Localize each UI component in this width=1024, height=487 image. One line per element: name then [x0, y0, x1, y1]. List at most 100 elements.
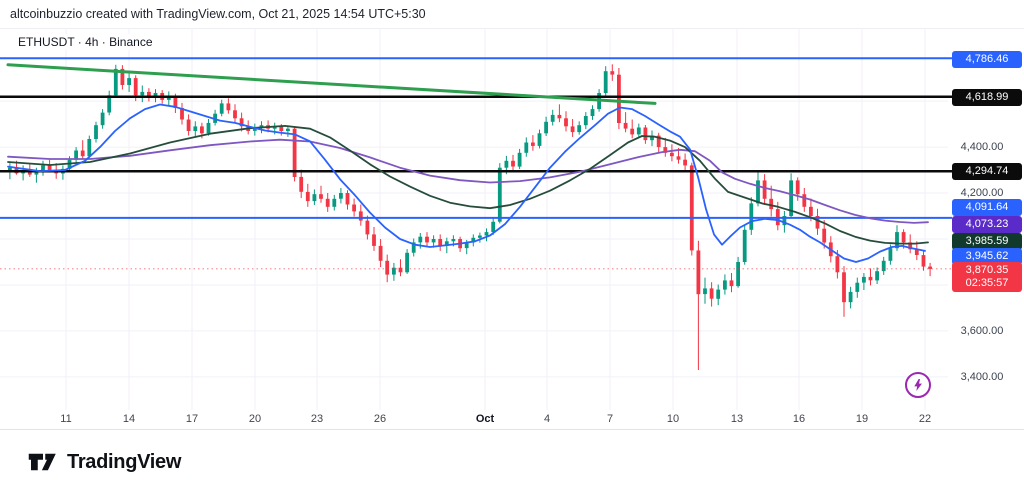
candle-body	[425, 236, 429, 243]
candle-body	[835, 256, 840, 273]
candle-body	[742, 229, 747, 262]
candle-body	[173, 96, 178, 108]
candle-body	[378, 245, 383, 261]
candle-body	[497, 167, 502, 222]
price-axis[interactable]: 4,400.00 4,200.00 3,600.00 3,400.00 4,786.46…	[940, 28, 1024, 410]
candle-body	[107, 95, 112, 113]
candle-body	[411, 242, 416, 253]
brand-footer[interactable]: TradingView	[28, 449, 181, 475]
candle-body	[200, 126, 204, 134]
candle-body	[226, 103, 231, 111]
time-axis[interactable]: 11 14 17 20 23 26 Oct 4 7 10 13 16 19 22	[0, 410, 1024, 429]
candle-body	[928, 266, 932, 269]
candle-body	[127, 78, 131, 85]
chart-canvas[interactable]	[0, 0, 952, 410]
candle-body	[656, 135, 661, 148]
candle-body	[219, 103, 224, 114]
candle-body	[511, 160, 515, 167]
candle-body	[855, 282, 860, 292]
candle-body	[564, 118, 568, 127]
candle-body	[398, 267, 403, 273]
candle-body	[557, 114, 562, 119]
candle-body	[438, 239, 443, 246]
price-axis-label: 4,200.00	[960, 187, 1004, 199]
candle-body	[643, 127, 648, 141]
chip-price: 3,870.35	[965, 264, 1009, 276]
chip-price: 4,786.46	[965, 52, 1009, 65]
candle-body	[848, 291, 853, 303]
candle-body	[279, 126, 284, 131]
candle-body	[809, 206, 813, 216]
candle-body	[590, 109, 595, 116]
candle-body	[683, 159, 687, 166]
candle-body	[908, 242, 913, 250]
time-axis-label: Oct	[475, 413, 495, 425]
candle-body	[723, 280, 727, 290]
time-axis-label: 16	[792, 413, 806, 425]
trend-line[interactable]	[6, 63, 657, 105]
lightning-bolt-icon	[914, 379, 922, 391]
slow-ma-line[interactable]	[7, 138, 929, 224]
candle-body	[332, 198, 337, 207]
candle-body	[491, 221, 496, 233]
candle-body	[319, 194, 323, 199]
candle-body	[716, 289, 721, 299]
candle-body	[286, 128, 290, 131]
flash-icon[interactable]	[905, 372, 931, 398]
candle-body	[292, 128, 297, 177]
brand-name: TradingView	[67, 450, 182, 473]
candle-body	[147, 91, 151, 98]
candle-body	[583, 116, 588, 126]
candle-body	[431, 239, 436, 243]
candle-body	[802, 194, 807, 207]
candle-body	[550, 114, 555, 122]
candle-body	[392, 267, 396, 275]
chip-price: 4,091.64	[965, 200, 1009, 213]
candle-body	[74, 150, 78, 160]
chip-price: 3,985.59	[965, 234, 1009, 247]
price-label-chip: 4,091.64	[952, 198, 1022, 216]
watermark-text: altcoinbuzzio created with TradingView.c…	[10, 7, 426, 21]
candle-body	[352, 204, 356, 212]
symbol-legend[interactable]: ETHUSDT · 4h · Binance	[14, 34, 157, 50]
candle-body	[888, 248, 893, 261]
candle-body	[537, 133, 542, 146]
candle-body	[650, 135, 654, 141]
time-axis-label: 10	[666, 413, 680, 425]
time-axis-label: 17	[185, 413, 199, 425]
candle-body	[464, 242, 469, 249]
candle-body	[663, 147, 668, 153]
candle-body	[418, 236, 423, 243]
candle-body	[34, 171, 39, 175]
candle-body	[484, 232, 489, 236]
candle-body	[696, 250, 701, 295]
candle-body	[524, 142, 529, 153]
time-axis-label: 26	[373, 413, 387, 425]
candle-body	[736, 262, 740, 287]
candle-body	[630, 128, 635, 135]
price-label-chip: 3,870.35 02:35:57	[952, 262, 1022, 292]
price-label-chip: 4,073.23	[952, 215, 1022, 233]
time-axis-label: 23	[310, 413, 324, 425]
candle-body	[87, 139, 92, 157]
candle-body	[299, 176, 304, 192]
candle-body	[531, 142, 535, 146]
candle-body	[345, 193, 350, 205]
mid-ma-line[interactable]	[7, 125, 929, 245]
fast-ma-line[interactable]	[7, 103, 926, 263]
candle-body	[762, 180, 767, 199]
price-axis-label: 3,400.00	[960, 371, 1004, 383]
candle-body	[623, 122, 628, 129]
candle-body	[206, 122, 211, 134]
candle-body	[312, 194, 317, 202]
candle-body	[252, 127, 257, 131]
candle-body	[517, 152, 522, 167]
candle-body	[769, 198, 774, 210]
candle-body	[41, 165, 45, 172]
candle-body	[729, 280, 734, 287]
candle-body	[603, 71, 608, 93]
candle-body	[676, 156, 681, 160]
panel-divider	[0, 28, 1024, 29]
time-axis-border	[0, 429, 1024, 430]
candle-body	[471, 237, 476, 243]
